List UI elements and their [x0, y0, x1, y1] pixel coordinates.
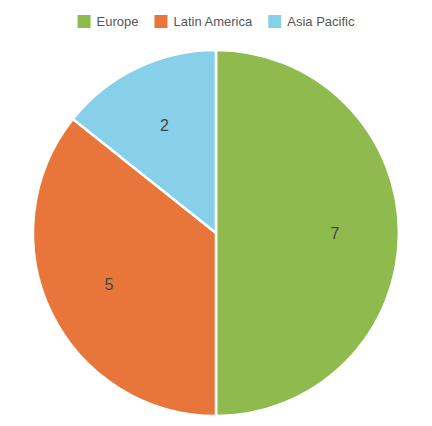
pie — [33, 50, 399, 416]
data-labels: 7 5 2 — [104, 117, 339, 293]
legend: Europe Latin America Asia Pacific — [78, 14, 355, 29]
legend-swatch — [78, 15, 91, 28]
legend-label: Latin America — [173, 14, 253, 29]
chart: Europe Latin America Asia Pacific 7 5 2 — [0, 0, 432, 426]
legend-label: Europe — [97, 14, 139, 29]
legend-label: Asia Pacific — [287, 14, 355, 29]
legend-swatch — [268, 15, 281, 28]
data-label: 2 — [160, 117, 169, 134]
data-label: 5 — [104, 276, 113, 293]
pie-slice — [73, 50, 216, 233]
legend-item: Latin America — [154, 14, 253, 29]
legend-item: Asia Pacific — [268, 14, 355, 29]
data-label: 7 — [330, 225, 339, 242]
legend-item: Europe — [78, 14, 139, 29]
pie-slice — [216, 50, 399, 416]
legend-swatch — [154, 15, 167, 28]
